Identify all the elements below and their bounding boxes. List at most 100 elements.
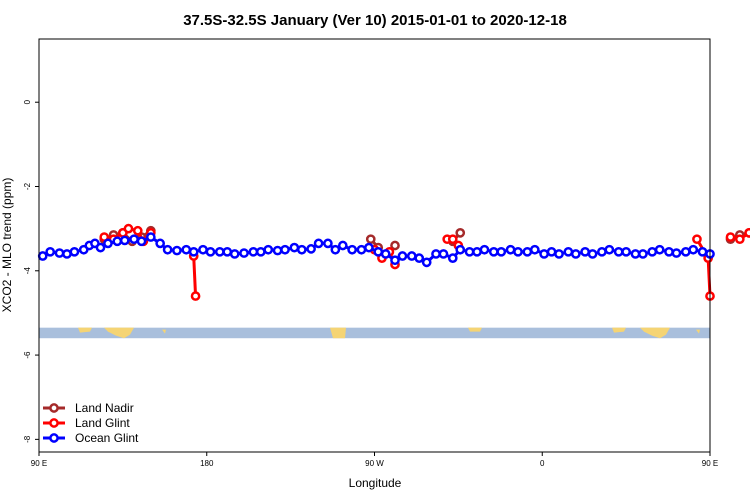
- legend-marker: [49, 433, 59, 443]
- y-tick-label-1: -2: [23, 182, 32, 190]
- data-point-2-0-15: [155, 238, 166, 249]
- data-point-2-0-49: [438, 249, 449, 259]
- data-point-2-0-32: [296, 244, 307, 255]
- data-point-2-0-63: [554, 249, 564, 259]
- data-point-0-1-0: [365, 234, 376, 245]
- data-point-2-0-66: [580, 246, 590, 257]
- x-tick-label-4: 90 E: [702, 459, 718, 468]
- data-point-2-0-60: [529, 244, 540, 255]
- data-point-2-0-72: [630, 249, 641, 259]
- legend-item-land-nadir: Land Nadir: [43, 401, 134, 415]
- data-point-2-0-1: [45, 246, 56, 257]
- data-point-0-2-0: [390, 240, 400, 251]
- x-tick-label-1: 180: [200, 459, 214, 468]
- map-land-0: [78, 327, 92, 333]
- data-point-2-0-65: [570, 249, 581, 259]
- data-point-2-0-23: [222, 246, 233, 257]
- data-point-2-0-35: [323, 238, 333, 249]
- data-point-1-0-4: [132, 225, 143, 236]
- data-point-2-0-67: [587, 249, 598, 259]
- data-point-2-0-77: [671, 248, 682, 258]
- y-axis: 0 -2 -4 -6 -8: [23, 99, 39, 443]
- data-point-2-0-18: [181, 244, 192, 255]
- data-point-2-0-28: [263, 244, 274, 255]
- data-point-2-0-53: [472, 246, 482, 257]
- data-point-2-0-41: [373, 246, 384, 257]
- map-band: [39, 327, 710, 339]
- data-point-2-0-2: [54, 248, 65, 258]
- data-point-2-0-64: [563, 246, 574, 257]
- data-point-2-0-55: [488, 246, 499, 257]
- data-point-2-0-13: [136, 236, 147, 247]
- data-point-2-0-42: [380, 249, 391, 259]
- legend-label: Land Nadir: [75, 401, 134, 415]
- data-point-2-0-22: [214, 246, 225, 257]
- y-tick-label-3: -6: [23, 351, 32, 359]
- legend-label: Ocean Glint: [75, 431, 139, 445]
- chart-title: 37.5S-32.5S January (Ver 10) 2015-01-01 …: [183, 12, 567, 29]
- data-point-2-0-47: [421, 257, 432, 268]
- data-point-1-0-3: [123, 223, 134, 234]
- map-land-5: [612, 327, 626, 333]
- data-point-2-0-16: [162, 244, 173, 255]
- legend-label: Land Glint: [75, 416, 130, 430]
- data-point-2-0-52: [464, 246, 475, 257]
- data-point-2-0-26: [248, 246, 259, 257]
- x-axis-label: Longitude: [349, 476, 402, 490]
- data-point-2-0-57: [505, 244, 516, 255]
- data-point-2-0-21: [205, 246, 216, 257]
- data-point-2-0-9: [103, 238, 113, 249]
- data-point-2-0-4: [69, 246, 80, 257]
- data-point-2-0-51: [455, 244, 466, 255]
- data-point-2-0-25: [239, 248, 249, 258]
- data-point-2-0-74: [647, 246, 658, 257]
- data-point-2-0-61: [539, 249, 549, 259]
- data-point-2-0-50: [447, 253, 458, 263]
- data-point-2-0-3: [62, 249, 72, 259]
- data-point-2-0-17: [172, 245, 182, 256]
- data-point-2-0-56: [496, 246, 507, 257]
- data-point-2-0-48: [431, 249, 441, 259]
- series-layer: [37, 223, 750, 301]
- data-point-2-0-70: [613, 246, 624, 257]
- legend-item-land-glint: Land Glint: [43, 416, 130, 430]
- data-point-2-0-14: [145, 232, 156, 242]
- map-land-2: [162, 329, 166, 334]
- x-axis: 90 E 180 90 W 0 90 E: [31, 452, 718, 468]
- data-point-2-0-46: [414, 253, 425, 263]
- data-point-2-0-58: [513, 246, 523, 257]
- map-land-6: [640, 327, 670, 339]
- data-point-1-5-0: [725, 232, 736, 242]
- y-tick-label-2: -4: [23, 267, 32, 275]
- legend-marker: [49, 418, 59, 428]
- map-land-4: [468, 327, 482, 332]
- map-band-ocean: [39, 327, 710, 339]
- y-axis-label: XCO2 - MLO trend (ppm): [0, 178, 14, 313]
- data-point-2-0-62: [546, 246, 557, 257]
- data-point-2-0-45: [406, 251, 417, 261]
- data-point-2-0-27: [255, 246, 266, 257]
- data-point-2-0-30: [280, 244, 290, 255]
- data-point-2-0-38: [347, 244, 357, 255]
- y-tick-label-4: -8: [23, 435, 32, 443]
- data-point-1-3-1: [447, 234, 458, 245]
- data-point-2-0-31: [289, 242, 300, 253]
- data-point-1-5-1: [734, 234, 745, 245]
- x-tick-label-2: 90 W: [365, 459, 384, 468]
- data-point-2-0-80: [697, 246, 708, 257]
- data-point-2-0-33: [306, 244, 316, 254]
- legend-marker: [49, 403, 59, 413]
- data-point-2-0-24: [229, 249, 240, 259]
- data-point-2-0-29: [272, 245, 283, 256]
- data-point-2-0-8: [95, 242, 106, 253]
- x-tick-label-0: 90 E: [31, 459, 47, 468]
- data-point-2-0-59: [522, 246, 533, 257]
- data-point-2-0-76: [664, 246, 674, 257]
- series-ocean-glint: [37, 232, 715, 268]
- data-point-1-1-1: [190, 291, 201, 301]
- y-tick-label-0: 0: [23, 99, 32, 104]
- data-point-2-0-11: [119, 235, 130, 246]
- data-point-2-0-54: [479, 244, 490, 255]
